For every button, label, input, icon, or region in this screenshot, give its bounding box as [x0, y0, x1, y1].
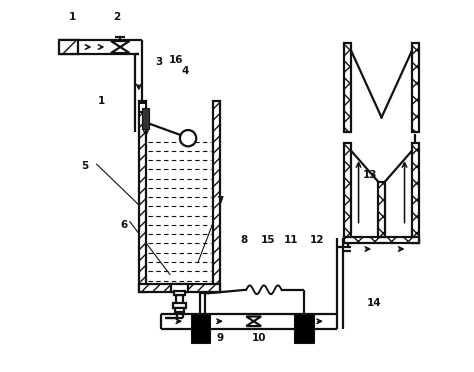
Bar	[173, 303, 186, 308]
Polygon shape	[111, 41, 129, 47]
Text: 3: 3	[155, 57, 163, 67]
Text: 2: 2	[113, 12, 120, 22]
Bar	[378, 182, 385, 237]
Bar	[213, 101, 220, 292]
Text: 13: 13	[363, 170, 378, 180]
Bar	[345, 237, 419, 243]
Bar	[175, 308, 184, 312]
Bar	[59, 39, 78, 54]
Bar	[412, 43, 419, 132]
Text: 14: 14	[367, 298, 382, 308]
Text: 5: 5	[82, 161, 89, 171]
Bar	[139, 284, 220, 292]
Polygon shape	[111, 47, 129, 53]
Text: 4: 4	[182, 66, 189, 76]
Bar	[139, 101, 146, 292]
Polygon shape	[246, 321, 261, 326]
Text: 1: 1	[202, 333, 209, 343]
Bar	[172, 284, 188, 292]
Bar	[294, 314, 314, 343]
Text: 7: 7	[217, 196, 224, 206]
Text: 6: 6	[120, 220, 128, 230]
Text: 15: 15	[261, 235, 276, 245]
Text: 1: 1	[98, 96, 105, 106]
Bar	[139, 103, 146, 112]
Text: 1: 1	[68, 12, 76, 22]
Text: 8: 8	[241, 235, 248, 245]
Bar	[143, 108, 149, 129]
Bar	[176, 295, 183, 305]
Text: 16: 16	[169, 55, 183, 65]
Text: 11: 11	[283, 235, 298, 245]
Bar	[412, 143, 419, 243]
Polygon shape	[246, 317, 261, 321]
Text: 12: 12	[310, 235, 324, 245]
Text: 10: 10	[252, 333, 266, 343]
Bar	[345, 43, 351, 132]
Circle shape	[180, 130, 196, 146]
Bar	[173, 291, 185, 295]
Bar	[191, 314, 210, 343]
Text: 9: 9	[217, 333, 224, 343]
Bar	[345, 143, 351, 243]
